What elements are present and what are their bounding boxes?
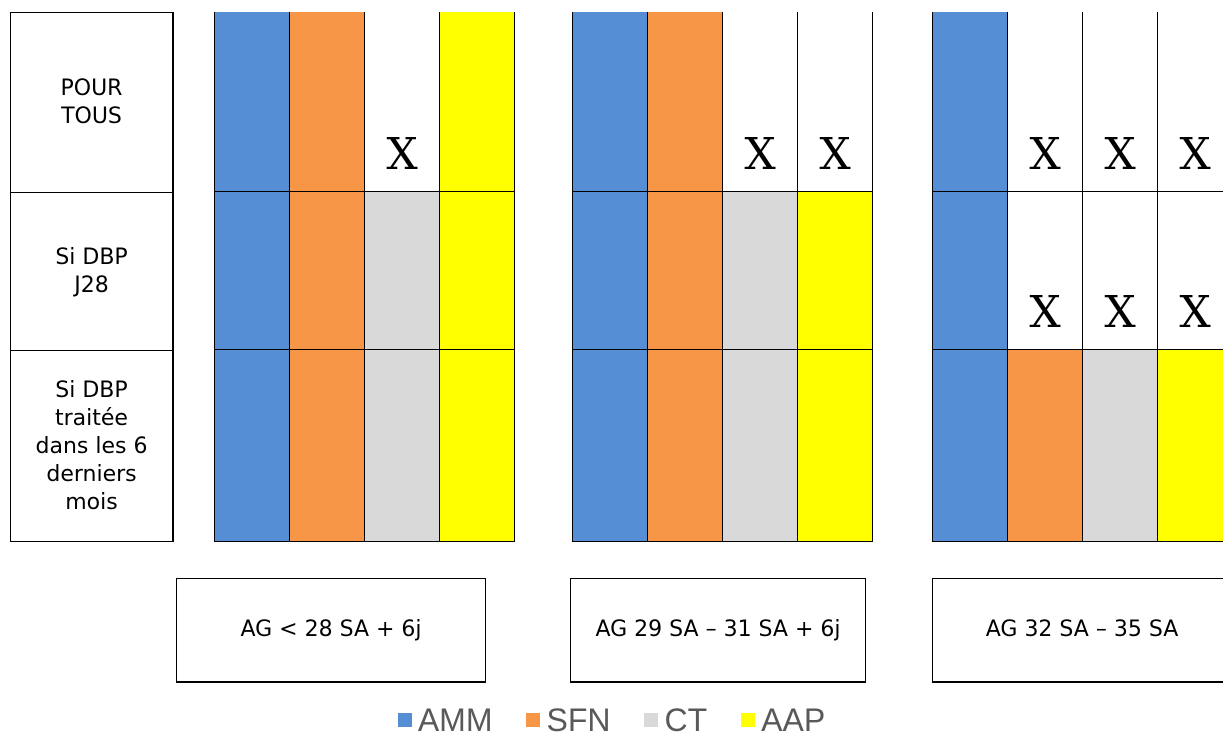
not-applicable-cell: X — [1158, 192, 1223, 350]
row-label-pour-tous: POUR TOUS — [11, 13, 172, 193]
legend-item-amm: AMM — [397, 701, 493, 739]
not-applicable-cell: X — [723, 12, 798, 192]
cell-amm — [933, 350, 1008, 542]
cell-amm — [933, 192, 1008, 350]
x-mark: X — [1179, 287, 1211, 338]
row-label-text: Si DBP J28 — [55, 244, 128, 298]
cell-ct — [723, 350, 798, 542]
cell-aap — [440, 350, 515, 542]
cell-sfn — [290, 350, 365, 542]
x-mark: X — [1029, 287, 1061, 338]
legend-swatch-sfn — [526, 713, 541, 727]
legend: AMM SFN CT AAP — [0, 695, 1223, 745]
x-mark: X — [1104, 129, 1136, 180]
cell-sfn — [290, 192, 365, 350]
cell-sfn — [290, 12, 365, 192]
not-applicable-cell: X — [1008, 12, 1083, 192]
x-mark: X — [1104, 287, 1136, 338]
cell-ct — [1083, 350, 1158, 542]
x-mark: X — [819, 129, 851, 180]
row-label-text: Si DBP traitée dans les 6 derniers mois — [35, 378, 148, 515]
cell-ct — [365, 350, 440, 542]
cell-amm — [573, 12, 648, 192]
cell-aap — [798, 350, 873, 542]
cell-sfn — [1008, 350, 1083, 542]
legend-item-ct: CT — [644, 702, 707, 739]
not-applicable-cell: X — [798, 12, 873, 192]
cell-amm — [573, 350, 648, 542]
age-group-label-3: AG 32 SA – 35 SA — [932, 578, 1223, 683]
cell-amm — [215, 12, 290, 192]
x-mark: X — [1179, 129, 1211, 180]
age-group-label-1: AG < 28 SA + 6j — [176, 578, 486, 683]
age-group-label-2: AG 29 SA – 31 SA + 6j — [570, 578, 866, 683]
legend-label: CT — [664, 701, 708, 738]
not-applicable-cell: X — [1158, 12, 1223, 192]
cell-aap — [440, 12, 515, 192]
cell-sfn — [648, 12, 723, 192]
treatment-grid-1: X — [214, 12, 515, 542]
legend-swatch-ct — [644, 713, 659, 727]
x-mark: X — [744, 129, 776, 180]
legend-label: AMM — [417, 701, 493, 738]
cell-aap — [1158, 350, 1223, 542]
row-label-dbp-traitee: Si DBP traitée dans les 6 derniers mois — [11, 351, 172, 543]
cell-sfn — [648, 192, 723, 350]
not-applicable-cell: X — [1083, 12, 1158, 192]
cell-amm — [215, 192, 290, 350]
cell-aap — [798, 192, 873, 350]
legend-swatch-aap — [741, 713, 756, 727]
cell-sfn — [648, 350, 723, 542]
legend-label: SFN — [546, 701, 611, 738]
legend-label: AAP — [761, 701, 826, 738]
cell-ct — [365, 192, 440, 350]
x-mark: X — [1029, 129, 1061, 180]
x-mark: X — [386, 129, 418, 180]
cell-amm — [933, 12, 1008, 192]
cell-ct — [723, 192, 798, 350]
row-labels-table: POUR TOUS Si DBP J28 Si DBP traitée dans… — [10, 12, 174, 542]
cell-amm — [573, 192, 648, 350]
legend-item-aap: AAP — [741, 702, 825, 739]
not-applicable-cell: X — [1008, 192, 1083, 350]
cell-amm — [215, 350, 290, 542]
not-applicable-cell: X — [1083, 192, 1158, 350]
cell-aap — [440, 192, 515, 350]
not-applicable-cell: X — [365, 12, 440, 192]
legend-item-sfn: SFN — [526, 702, 610, 739]
row-label-dbp-j28: Si DBP J28 — [11, 193, 172, 351]
legend-swatch-amm — [397, 713, 412, 727]
row-label-text: POUR TOUS — [60, 75, 123, 129]
